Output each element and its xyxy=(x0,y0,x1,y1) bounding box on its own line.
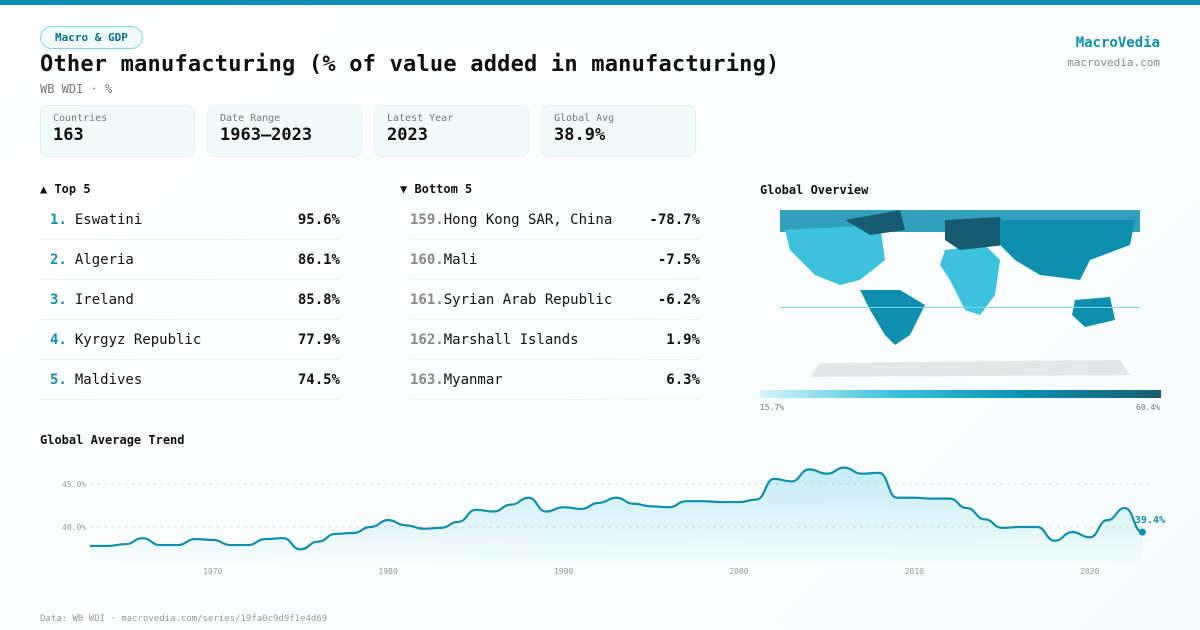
trend-line xyxy=(90,466,1143,551)
world-map[interactable] xyxy=(760,205,1160,380)
stat-value: 1963–2023 xyxy=(220,125,313,145)
list-item[interactable]: 4. Kyrgyz Republic 77.9% xyxy=(40,320,340,360)
rank: 2. xyxy=(50,251,67,268)
country-value: 74.5% xyxy=(297,371,340,388)
legend-max: 60.4% xyxy=(1136,403,1161,412)
list-item[interactable]: 5. Maldives 74.5% xyxy=(40,360,340,400)
map-region-north-america[interactable] xyxy=(785,225,885,285)
country-name: Mali xyxy=(443,251,478,268)
footer-source: Data: WB WDI · macrovedia.com/series/19f… xyxy=(40,614,328,624)
last-value-label: 39.4% xyxy=(1135,515,1165,526)
stat-label: Global Avg xyxy=(554,113,615,124)
stat-value: 163 xyxy=(53,125,84,145)
stat-label: Latest Year xyxy=(387,113,454,124)
country-value: 95.6% xyxy=(297,211,340,228)
country-value: 6.3% xyxy=(666,371,700,388)
x-tick-label: 1990 xyxy=(554,567,573,576)
y-tick-label: 40.0% xyxy=(62,523,86,532)
trend-area xyxy=(90,467,1143,562)
map-region-australia[interactable] xyxy=(1072,297,1115,327)
data-point xyxy=(1138,528,1146,536)
stat-global-avg: Global Avg 38.9% xyxy=(541,105,696,157)
stat-value: 2023 xyxy=(387,125,428,145)
list-item[interactable]: 161. Syrian Arab Republic -6.2% xyxy=(410,280,700,320)
country-name: Hong Kong SAR, China xyxy=(443,211,613,228)
country-value: 85.8% xyxy=(297,291,340,308)
list-item[interactable]: 1. Eswatini 95.6% xyxy=(40,200,340,240)
list-item[interactable]: 3. Ireland 85.8% xyxy=(40,280,340,320)
rank: 5. xyxy=(50,371,67,388)
stat-label: Countries xyxy=(53,113,108,124)
country-name: Eswatini xyxy=(74,211,143,228)
rank: 1. xyxy=(50,211,67,228)
country-name: Ireland xyxy=(74,291,134,308)
stat-latest-year: Latest Year 2023 xyxy=(374,105,529,157)
x-tick-label: 1970 xyxy=(203,567,222,576)
equator-line xyxy=(780,307,1140,308)
chart-title: Global Average Trend xyxy=(40,433,185,447)
map-region-asia[interactable] xyxy=(1000,220,1135,280)
map-region-africa[interactable] xyxy=(940,245,1000,315)
map-region-greenland-canada[interactable] xyxy=(845,210,905,235)
rank: 161. xyxy=(410,291,444,308)
rank: 3. xyxy=(50,291,67,308)
category-badge[interactable]: Macro & GDP xyxy=(40,26,143,49)
country-value: 86.1% xyxy=(297,251,340,268)
map-legend-gradient xyxy=(760,390,1161,398)
page-title: Other manufacturing (% of value added in… xyxy=(40,52,780,77)
trend-chart[interactable]: 40.0% 45.0% 1970 1980 1990 2000 2010 2020 39.4% xyxy=(0,450,1200,590)
x-tick-label: 2000 xyxy=(729,567,748,576)
rank: 160. xyxy=(410,251,444,268)
country-value: 1.9% xyxy=(666,331,700,348)
country-name: Myanmar xyxy=(443,371,503,388)
y-tick-label: 45.0% xyxy=(62,480,86,489)
stat-countries: Countries 163 xyxy=(40,105,195,157)
x-tick-label: 2020 xyxy=(1080,567,1099,576)
country-name: Kyrgyz Republic xyxy=(74,331,202,348)
stat-label: Date Range xyxy=(220,113,281,124)
country-value: -6.2% xyxy=(657,291,700,308)
list-item[interactable]: 162. Marshall Islands 1.9% xyxy=(410,320,700,360)
x-tick-label: 2010 xyxy=(905,567,924,576)
country-value: -78.7% xyxy=(649,211,700,228)
country-name: Syrian Arab Republic xyxy=(443,291,613,308)
list-item[interactable]: 163. Myanmar 6.3% xyxy=(410,360,700,400)
rank: 163. xyxy=(410,371,444,388)
stat-date-range: Date Range 1963–2023 xyxy=(207,105,362,157)
top5-title: ▲ Top 5 xyxy=(40,182,91,196)
list-item[interactable]: 159. Hong Kong SAR, China -78.7% xyxy=(410,200,700,240)
page-subtitle: WB WDI · % xyxy=(40,82,113,96)
map-title: Global Overview xyxy=(760,183,869,197)
country-name: Marshall Islands xyxy=(443,331,579,348)
brand-url[interactable]: macrovedia.com xyxy=(1067,56,1160,69)
top-accent-bar xyxy=(0,0,1200,5)
map-region-south-america[interactable] xyxy=(860,290,925,345)
x-tick-label: 1980 xyxy=(379,567,398,576)
country-name: Algeria xyxy=(74,251,134,268)
country-name: Maldives xyxy=(74,371,143,388)
stat-value: 38.9% xyxy=(554,125,606,145)
country-value: 77.9% xyxy=(297,331,340,348)
list-item[interactable]: 160. Mali -7.5% xyxy=(410,240,700,280)
rank: 4. xyxy=(50,331,67,348)
country-value: -7.5% xyxy=(657,251,700,268)
legend-min: 15.7% xyxy=(760,403,785,412)
list-item[interactable]: 2. Algeria 86.1% xyxy=(40,240,340,280)
rank: 159. xyxy=(410,211,444,228)
map-region-antarctica xyxy=(810,360,1130,377)
rank: 162. xyxy=(410,331,444,348)
bottom5-title: ▼ Bottom 5 xyxy=(400,182,473,196)
brand-logo[interactable]: MacroVedia xyxy=(1075,35,1160,51)
map-region-europe[interactable] xyxy=(945,217,1005,250)
